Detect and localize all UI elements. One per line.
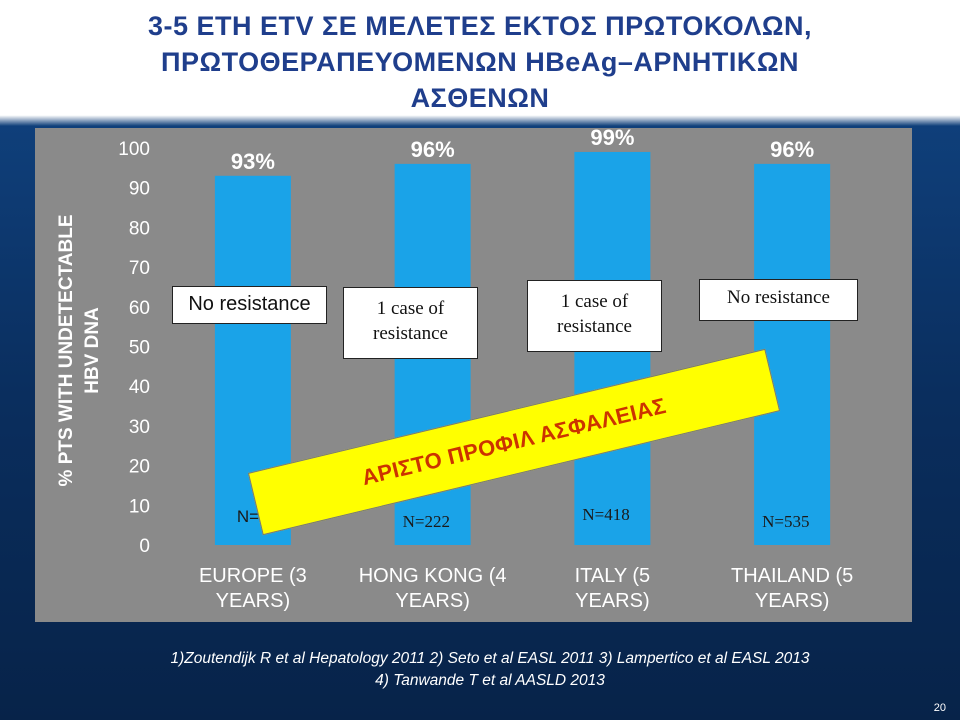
data-label: 99% (590, 125, 634, 150)
slide-title: 3-5 ΕΤΗ ETV ΣΕ ΜΕΛΕΤΕΣ ΕΚΤΟΣ ΠΡΩΤΟΚΟΛΩΝ,… (0, 8, 960, 116)
y-tick-label: 90 (129, 179, 150, 200)
y-tick-label: 30 (129, 417, 150, 438)
data-label: 93% (231, 149, 275, 174)
x-tick-label: YEARS) (575, 590, 649, 612)
y-axis-label-line: HBV DNA (82, 307, 103, 394)
annotation-hong-kong-line-2: resistance (373, 323, 448, 344)
y-tick-label: 10 (129, 496, 150, 517)
references: 1)Zoutendijk R et al Hepatology 2011 2) … (0, 648, 960, 692)
y-tick-label: 70 (129, 258, 150, 279)
x-tick-label: THAILAND (5 (731, 565, 853, 587)
y-tick-label: 100 (118, 139, 150, 160)
annotation-hong-kong: 1 case of resistance (343, 287, 478, 359)
annotation-europe: No resistance (172, 286, 327, 324)
annotation-italy-line-1: 1 case of (560, 291, 629, 312)
reference-line-2: 4) Tanwande T et al AASLD 2013 (375, 672, 605, 689)
reference-line-1: 1)Zoutendijk R et al Hepatology 2011 2) … (170, 650, 810, 667)
annotation-italy: 1 case of resistance (527, 280, 662, 352)
annotation-thailand: No resistance (699, 279, 858, 321)
y-tick-label: 20 (129, 457, 150, 478)
annotation-hong-kong-line-1: 1 case of (376, 298, 445, 319)
sample-size-label: N=418 (582, 505, 629, 524)
data-label: 96% (411, 137, 455, 162)
y-tick-label: 80 (129, 218, 150, 239)
bar (754, 163, 831, 545)
y-axis-label-line: % PTS WITH UNDETECTABLE (56, 215, 77, 487)
y-tick-label: 60 (129, 298, 150, 319)
y-tick-label: 40 (129, 377, 150, 398)
sample-size-label: N=222 (403, 512, 450, 531)
x-tick-label: ITALY (5 (575, 565, 651, 587)
x-tick-label: HONG KONG (4 (359, 565, 507, 587)
page-number: 20 (933, 702, 946, 714)
x-tick-label: YEARS) (216, 590, 290, 612)
x-tick-label: YEARS) (395, 590, 469, 612)
annotation-thailand-text: No resistance (727, 287, 830, 308)
y-tick-label: 0 (139, 536, 150, 557)
title-line-3: ΑΣΘΕΝΩΝ (410, 83, 550, 113)
title-line-2: ΠΡΩΤΟΘΕΡΑΠΕΥΟΜΕΝΩΝ HBeAg–ΑΡΝΗΤΙΚΩΝ (161, 47, 799, 77)
x-tick-label: EUROPE (3 (199, 565, 307, 587)
x-tick-label: YEARS) (755, 590, 829, 612)
annotation-italy-line-2: resistance (557, 316, 632, 337)
data-label: 96% (770, 137, 814, 162)
annotation-europe-text: No resistance (188, 293, 311, 315)
y-tick-label: 50 (129, 338, 150, 359)
title-line-1: 3-5 ΕΤΗ ETV ΣΕ ΜΕΛΕΤΕΣ ΕΚΤΟΣ ΠΡΩΤΟΚΟΛΩΝ, (147, 11, 813, 41)
sample-size-label: N=535 (762, 512, 809, 531)
